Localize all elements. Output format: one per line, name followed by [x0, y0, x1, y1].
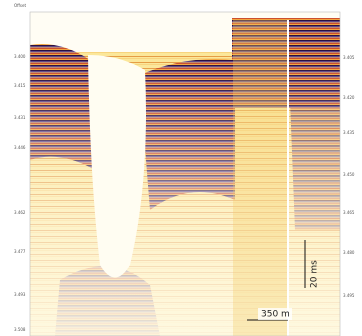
scale-label-vertical: 20 ms	[310, 260, 320, 288]
left-axis-label: 3.415	[14, 83, 26, 88]
left-axis-label: 3.446	[14, 145, 26, 150]
scale-label-horizontal: 350 m	[261, 310, 290, 320]
right-axis-label: 3.495	[343, 293, 355, 298]
right-axis-label: 3.435	[343, 130, 355, 135]
right-axis-label: 3.450	[343, 172, 355, 177]
seismic-image	[30, 12, 340, 336]
left-axis-label: 3.477	[14, 249, 26, 254]
left-axis-label: 3.462	[14, 210, 26, 215]
left-axis-label: 3.493	[14, 292, 26, 297]
left-axis-label: 3.508	[14, 327, 26, 332]
right-axis-label: 3.405	[343, 55, 355, 60]
seismic-view: Offset 350 m 20 ms 3.400 3.415 3.431 3.446 3…	[0, 0, 362, 336]
left-axis-label: 3.431	[14, 115, 26, 120]
right-axis-label: 3.465	[343, 210, 355, 215]
right-axis-label: 3.480	[343, 250, 355, 255]
left-axis-label: 3.400	[14, 54, 26, 59]
right-axis-label: 3.420	[343, 95, 355, 100]
header-title: Offset	[14, 3, 26, 8]
